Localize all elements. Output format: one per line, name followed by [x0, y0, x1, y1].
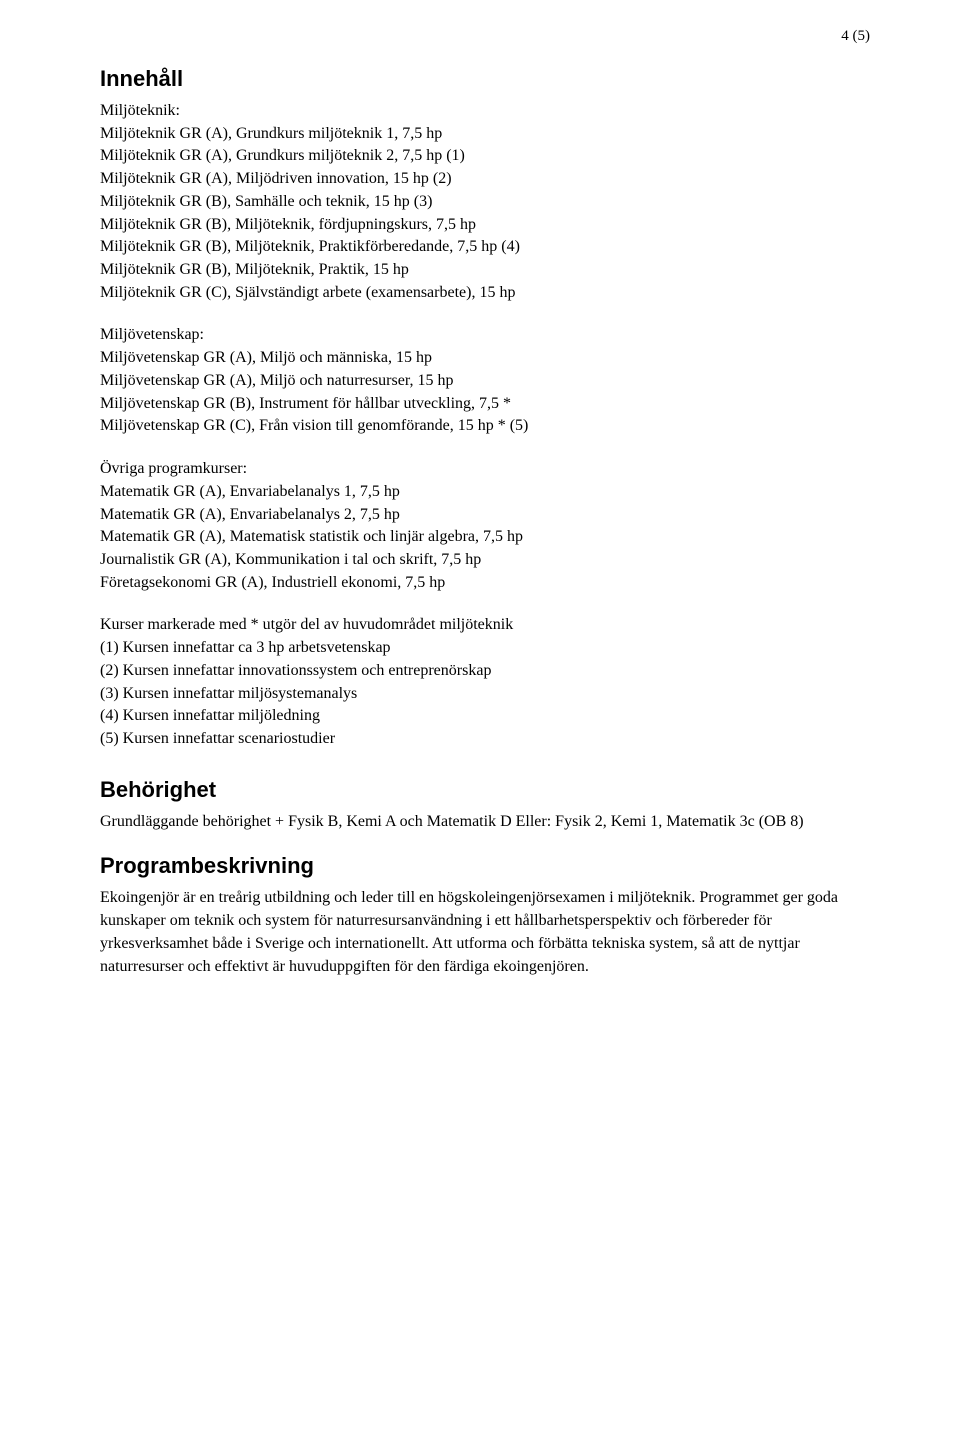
heading-innehall: Innehåll — [100, 66, 870, 92]
list-item: Miljövetenskap GR (C), Från vision till … — [100, 415, 870, 438]
group-label-ovriga: Övriga programkurser: — [100, 458, 870, 481]
list-item: Matematik GR (A), Envariabelanalys 1, 7,… — [100, 481, 870, 504]
list-item: Matematik GR (A), Matematisk statistik o… — [100, 526, 870, 549]
list-item: Miljöteknik GR (B), Miljöteknik, Praktik… — [100, 259, 870, 282]
list-item: (5) Kursen innefattar scenariostudier — [100, 728, 870, 751]
list-item: Miljövetenskap GR (A), Miljö och människ… — [100, 347, 870, 370]
list-item: Miljöteknik GR (B), Miljöteknik, Praktik… — [100, 236, 870, 259]
list-item: (3) Kursen innefattar miljösystemanalys — [100, 683, 870, 706]
heading-behorighet: Behörighet — [100, 777, 870, 803]
group-label-miljovetenskap: Miljövetenskap: — [100, 324, 870, 347]
page-number: 4 (5) — [841, 28, 870, 45]
group-label-miljoteknik: Miljöteknik: — [100, 100, 870, 123]
list-item: Matematik GR (A), Envariabelanalys 2, 7,… — [100, 504, 870, 527]
heading-programbeskrivning: Programbeskrivning — [100, 853, 870, 879]
list-item: Miljöteknik GR (A), Grundkurs miljötekni… — [100, 123, 870, 146]
list-item: Företagsekonomi GR (A), Industriell ekon… — [100, 572, 870, 595]
list-item: Miljöteknik GR (C), Självständigt arbete… — [100, 282, 870, 305]
list-item: (1) Kursen innefattar ca 3 hp arbetsvete… — [100, 637, 870, 660]
list-item: Miljöteknik GR (B), Samhälle och teknik,… — [100, 191, 870, 214]
list-item: Miljövetenskap GR (B), Instrument för hå… — [100, 393, 870, 416]
list-item: Miljöteknik GR (A), Miljödriven innovati… — [100, 168, 870, 191]
course-list-ovriga: Matematik GR (A), Envariabelanalys 1, 7,… — [100, 481, 870, 595]
document-page: 4 (5) Innehåll Miljöteknik: Miljöteknik … — [0, 0, 960, 1444]
course-list-miljoteknik: Miljöteknik GR (A), Grundkurs miljötekni… — [100, 123, 870, 305]
programbeskrivning-body: Ekoingenjör är en treårig utbildning och… — [100, 887, 870, 978]
list-item: (2) Kursen innefattar innovationssystem … — [100, 660, 870, 683]
course-list-miljovetenskap: Miljövetenskap GR (A), Miljö och människ… — [100, 347, 870, 438]
notes-list: Kurser markerade med * utgör del av huvu… — [100, 614, 870, 750]
list-item: (4) Kursen innefattar miljöledning — [100, 705, 870, 728]
list-item: Miljöteknik GR (B), Miljöteknik, fördjup… — [100, 214, 870, 237]
list-item: Kurser markerade med * utgör del av huvu… — [100, 614, 870, 637]
list-item: Journalistik GR (A), Kommunikation i tal… — [100, 549, 870, 572]
behorighet-body: Grundläggande behörighet + Fysik B, Kemi… — [100, 811, 870, 834]
list-item: Miljöteknik GR (A), Grundkurs miljötekni… — [100, 145, 870, 168]
list-item: Miljövetenskap GR (A), Miljö och naturre… — [100, 370, 870, 393]
